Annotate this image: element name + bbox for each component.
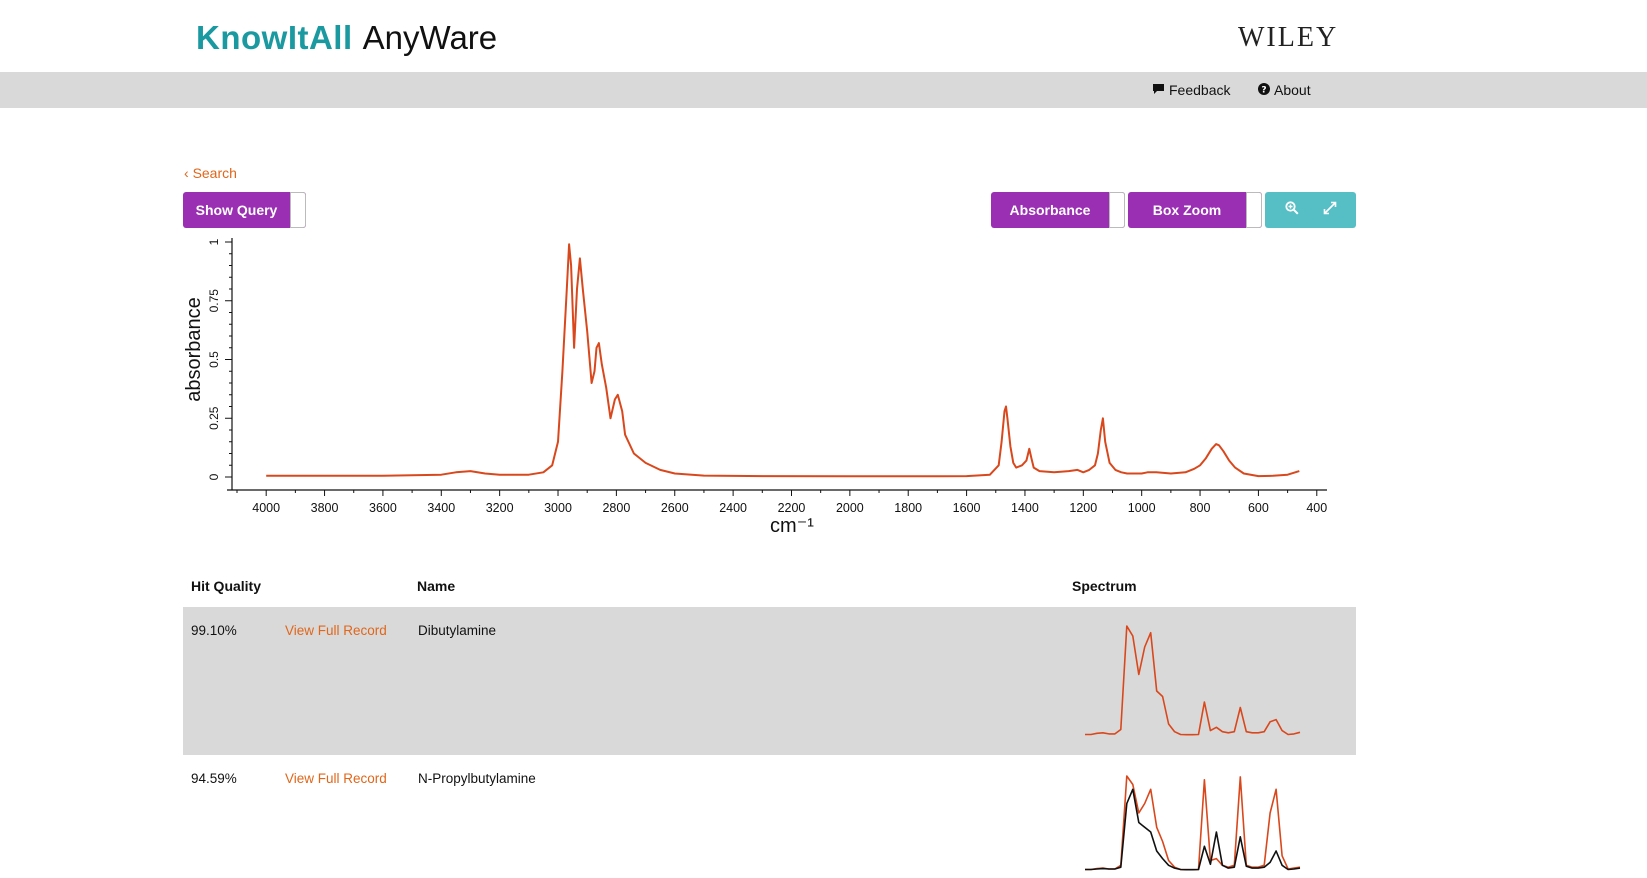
spectrum-chart[interactable]: 4000 3800 3600 3400 3200 3000 2800 2600 2400 2200… — [180, 232, 1360, 542]
x-tick-label: 1400 — [1011, 501, 1039, 515]
y-axis-label: absorbance — [183, 297, 205, 402]
nav-bar: Feedback ? About — [0, 72, 1647, 108]
feedback-label: Feedback — [1169, 82, 1231, 98]
name-header: Name — [417, 578, 456, 594]
toggle-knob — [290, 192, 306, 228]
x-tick-label: 2200 — [778, 501, 806, 515]
y-tick-label: 1 — [207, 238, 221, 245]
box-zoom-toggle[interactable]: Box Zoom — [1128, 192, 1262, 228]
result-row[interactable]: 94.59% View Full Record N-Propylbutylami… — [183, 755, 1356, 878]
x-tick-label: 1600 — [953, 501, 981, 515]
chevron-left-icon: ‹ — [184, 165, 189, 181]
x-tick-label: 3000 — [544, 501, 572, 515]
x-tick-label: 2400 — [719, 501, 747, 515]
view-full-record-link[interactable]: View Full Record — [285, 771, 387, 786]
x-tick-label: 3800 — [311, 501, 339, 515]
y-tick-label: 0.25 — [207, 406, 221, 430]
absorbance-toggle[interactable]: Absorbance — [991, 192, 1125, 228]
y-tick-label: 0.5 — [207, 351, 221, 368]
question-circle-icon: ? — [1258, 82, 1270, 98]
x-tick-label: 1800 — [894, 501, 922, 515]
show-query-label: Show Query — [195, 202, 278, 218]
about-label: About — [1274, 82, 1311, 98]
svg-text:?: ? — [1261, 86, 1266, 96]
zoom-controls — [1265, 192, 1356, 228]
x-tick-label: 400 — [1306, 501, 1327, 515]
comment-icon — [1152, 82, 1165, 98]
absorbance-label: Absorbance — [1009, 202, 1091, 218]
feedback-link[interactable]: Feedback — [1152, 82, 1230, 98]
x-tick-label: 600 — [1248, 501, 1269, 515]
toggle-knob — [1246, 192, 1262, 228]
hit-quality-value: 94.59% — [191, 771, 237, 786]
x-tick-label: 2800 — [602, 501, 630, 515]
x-tick-label: 4000 — [252, 501, 280, 515]
brand-name-bold: KnowItAll — [196, 19, 353, 56]
app-header: KnowItAll AnyWare WILEY — [0, 0, 1647, 72]
x-tick-label: 3200 — [486, 501, 514, 515]
thumbnail-spectrum-line — [1085, 788, 1301, 871]
about-link[interactable]: ? About — [1258, 82, 1311, 98]
spectrum-thumbnail[interactable] — [1081, 763, 1306, 878]
brand-name-light: AnyWare — [362, 19, 498, 56]
view-full-record-link[interactable]: View Full Record — [285, 623, 387, 638]
result-row[interactable]: 99.10% View Full Record Dibutylamine — [183, 607, 1356, 755]
box-zoom-label: Box Zoom — [1152, 202, 1222, 218]
x-tick-label: 2600 — [661, 501, 689, 515]
x-tick-label: 800 — [1190, 501, 1211, 515]
y-tick-label: 0 — [207, 473, 221, 480]
hit-quality-header: Hit Quality — [191, 578, 262, 594]
compound-name: Dibutylamine — [418, 623, 497, 638]
x-tick-label: 2000 — [836, 501, 864, 515]
app-logo[interactable]: KnowItAll AnyWare — [196, 18, 497, 58]
x-tick-label: 3400 — [427, 501, 455, 515]
back-link-label: Search — [192, 165, 237, 181]
x-tick-label: 1000 — [1128, 501, 1156, 515]
spectrum-line — [266, 243, 1300, 478]
hit-quality-value: 99.10% — [191, 623, 237, 638]
x-tick-label: 1200 — [1069, 501, 1097, 515]
back-to-search-link[interactable]: ‹ Search — [184, 165, 237, 181]
expand-icon[interactable] — [1323, 201, 1337, 219]
zoom-in-icon[interactable] — [1284, 201, 1299, 219]
publisher-logo: WILEY — [1238, 22, 1339, 53]
y-tick-label: 0.75 — [207, 289, 221, 313]
compound-name: N-Propylbutylamine — [418, 771, 536, 786]
toggle-knob — [1109, 192, 1125, 228]
spectrum-thumbnail[interactable] — [1081, 613, 1306, 743]
x-axis-label: cm⁻¹ — [770, 515, 814, 537]
thumbnail-spectrum-line — [1085, 625, 1301, 736]
x-tick-label: 3600 — [369, 501, 397, 515]
thumbnail-spectrum-line — [1085, 775, 1301, 871]
spectrum-header: Spectrum — [1072, 578, 1137, 594]
show-query-toggle[interactable]: Show Query — [183, 192, 306, 228]
